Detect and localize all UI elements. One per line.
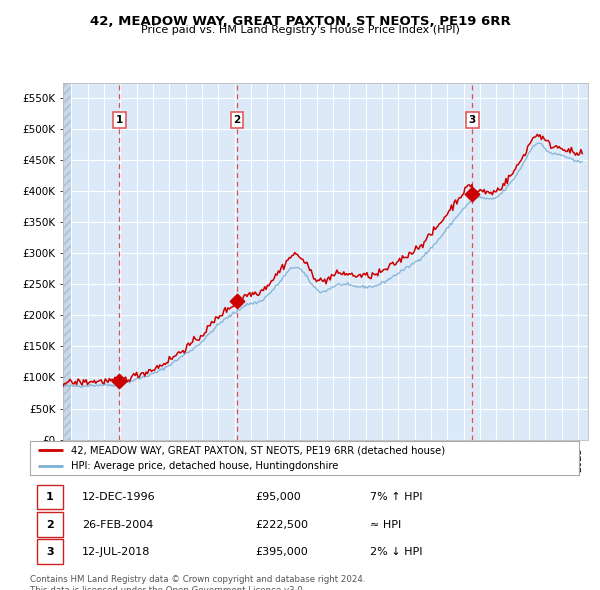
Text: 42, MEADOW WAY, GREAT PAXTON, ST NEOTS, PE19 6RR: 42, MEADOW WAY, GREAT PAXTON, ST NEOTS, … — [89, 15, 511, 28]
Point — [467, 189, 477, 199]
Text: 7% ↑ HPI: 7% ↑ HPI — [370, 492, 423, 502]
Text: Contains HM Land Registry data © Crown copyright and database right 2024.
This d: Contains HM Land Registry data © Crown c… — [30, 575, 365, 590]
Text: 1: 1 — [46, 492, 53, 502]
Point — [232, 297, 242, 306]
Text: £95,000: £95,000 — [255, 492, 301, 502]
FancyBboxPatch shape — [37, 484, 63, 509]
Text: 1: 1 — [116, 115, 123, 125]
Text: 26-FEB-2004: 26-FEB-2004 — [82, 520, 154, 530]
FancyBboxPatch shape — [37, 512, 63, 537]
Text: 3: 3 — [469, 115, 476, 125]
Text: 2% ↓ HPI: 2% ↓ HPI — [370, 547, 423, 557]
Text: £395,000: £395,000 — [255, 547, 308, 557]
Text: Price paid vs. HM Land Registry's House Price Index (HPI): Price paid vs. HM Land Registry's House … — [140, 25, 460, 35]
FancyBboxPatch shape — [37, 539, 63, 564]
Text: 12-DEC-1996: 12-DEC-1996 — [82, 492, 156, 502]
Text: £222,500: £222,500 — [255, 520, 308, 530]
Text: 42, MEADOW WAY, GREAT PAXTON, ST NEOTS, PE19 6RR (detached house): 42, MEADOW WAY, GREAT PAXTON, ST NEOTS, … — [71, 445, 445, 455]
Point — [115, 376, 124, 385]
Text: 12-JUL-2018: 12-JUL-2018 — [82, 547, 151, 557]
Text: ≈ HPI: ≈ HPI — [370, 520, 401, 530]
Text: 3: 3 — [46, 547, 53, 557]
Text: 2: 2 — [46, 520, 53, 530]
Bar — [63, 83, 71, 440]
Text: 2: 2 — [233, 115, 241, 125]
Text: HPI: Average price, detached house, Huntingdonshire: HPI: Average price, detached house, Hunt… — [71, 461, 338, 471]
